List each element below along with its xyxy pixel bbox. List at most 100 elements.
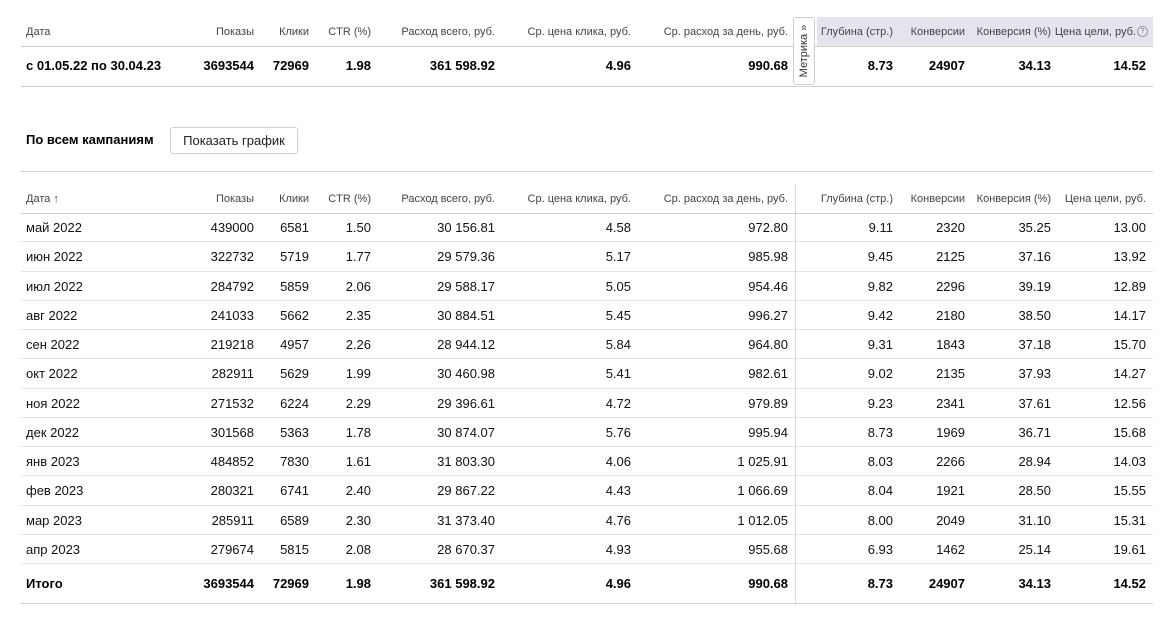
divider xyxy=(21,300,1153,301)
divider xyxy=(21,329,1153,330)
show-chart-button[interactable]: Показать график xyxy=(170,127,298,154)
divider xyxy=(21,271,1153,272)
cell-ctr: 1.61 xyxy=(345,454,371,469)
cell-conversion-rate: 37.61 xyxy=(1018,396,1051,411)
total-clicks: 72969 xyxy=(272,576,309,591)
metrika-toggle-button[interactable]: Метрика » xyxy=(793,17,815,85)
cell-conversions: 1969 xyxy=(936,425,965,440)
cell-conversion-rate: 37.16 xyxy=(1018,249,1051,264)
cell-avg-cpc: 4.93 xyxy=(605,542,631,557)
cell-depth: 9.11 xyxy=(868,220,893,235)
cell-ctr: 2.06 xyxy=(345,279,371,294)
cell-date: дек 2022 xyxy=(26,425,80,440)
cell-depth: 6.93 xyxy=(867,542,893,557)
cell-spend-total: 29 396.61 xyxy=(437,396,495,411)
table-header-goal-cost: Цена цели, руб. xyxy=(1064,193,1146,205)
column-header-conversions: Конверсии xyxy=(910,26,965,38)
summary-clicks: 72969 xyxy=(272,58,309,73)
column-header-date: Дата xyxy=(26,26,51,38)
table-header-impressions: Показы xyxy=(215,193,254,205)
total-goal-cost: 14.52 xyxy=(1113,576,1146,591)
cell-avg-cpc: 4.06 xyxy=(605,454,631,469)
cell-avg-cpc: 4.43 xyxy=(605,483,631,498)
cell-ctr: 1.78 xyxy=(345,425,371,440)
cell-date: авг 2022 xyxy=(26,308,78,323)
cell-clicks: 5662 xyxy=(280,308,309,323)
cell-conversions: 1843 xyxy=(936,337,965,352)
cell-avg-cpc: 5.45 xyxy=(605,308,631,323)
total-conversions: 24907 xyxy=(928,576,965,591)
cell-conversion-rate: 28.50 xyxy=(1018,483,1051,498)
cell-avg-daily-spend: 996.27 xyxy=(748,308,788,323)
cell-goal-cost: 14.27 xyxy=(1113,366,1146,381)
divider xyxy=(21,86,1153,87)
cell-avg-daily-spend: 1 012.05 xyxy=(737,513,788,528)
cell-conversions: 2180 xyxy=(936,308,965,323)
cell-avg-daily-spend: 954.46 xyxy=(748,279,788,294)
cell-clicks: 5719 xyxy=(280,249,309,264)
summary-avg-daily-spend: 990.68 xyxy=(748,58,788,73)
cell-avg-cpc: 4.76 xyxy=(605,513,631,528)
cell-avg-daily-spend: 1 025.91 xyxy=(737,454,788,469)
cell-depth: 9.23 xyxy=(867,396,893,411)
column-header-impressions: Показы xyxy=(215,26,254,38)
cell-depth: 9.02 xyxy=(867,366,893,381)
cell-goal-cost: 15.31 xyxy=(1113,513,1146,528)
cell-depth: 8.73 xyxy=(867,425,893,440)
cell-date: окт 2022 xyxy=(26,366,78,381)
summary-spend-total: 361 598.92 xyxy=(429,58,495,73)
cell-avg-daily-spend: 982.61 xyxy=(748,366,788,381)
divider xyxy=(21,213,1153,214)
column-header-ctr: CTR (%) xyxy=(328,26,371,38)
table-header-conversion-rate: Конверсия (%) xyxy=(976,193,1051,205)
cell-date: мар 2023 xyxy=(26,513,82,528)
cell-depth: 8.00 xyxy=(867,513,893,528)
cell-ctr: 2.40 xyxy=(345,483,371,498)
cell-avg-cpc: 5.41 xyxy=(605,366,631,381)
cell-clicks: 6224 xyxy=(280,396,309,411)
cell-spend-total: 30 460.98 xyxy=(437,366,495,381)
cell-conversion-rate: 37.18 xyxy=(1018,337,1051,352)
cell-goal-cost: 13.92 xyxy=(1113,249,1146,264)
divider xyxy=(21,603,1153,604)
cell-impressions: 241033 xyxy=(210,308,254,323)
cell-goal-cost: 15.68 xyxy=(1113,425,1146,440)
cell-date: сен 2022 xyxy=(26,337,80,352)
total-avg-cpc: 4.96 xyxy=(605,576,631,591)
table-header-date[interactable]: Дата ↑ xyxy=(26,193,59,205)
cell-avg-daily-spend: 995.94 xyxy=(748,425,788,440)
summary-conversion-rate: 34.13 xyxy=(1018,58,1051,73)
cell-clicks: 4957 xyxy=(280,337,309,352)
cell-clicks: 5859 xyxy=(280,279,309,294)
cell-impressions: 219218 xyxy=(210,337,254,352)
total-spend-total: 361 598.92 xyxy=(429,576,495,591)
cell-impressions: 285911 xyxy=(211,513,254,528)
metrika-column-divider xyxy=(795,185,796,605)
cell-clicks: 6581 xyxy=(280,220,309,235)
cell-spend-total: 30 874.07 xyxy=(437,425,495,440)
cell-conversion-rate: 35.25 xyxy=(1018,220,1051,235)
divider xyxy=(21,475,1153,476)
cell-spend-total: 28 944.12 xyxy=(437,337,495,352)
divider xyxy=(21,505,1153,506)
cell-spend-total: 29 579.36 xyxy=(437,249,495,264)
divider xyxy=(21,446,1153,447)
summary-goal-cost: 14.52 xyxy=(1113,58,1146,73)
cell-impressions: 322732 xyxy=(210,249,254,264)
help-icon[interactable]: ? xyxy=(1137,26,1148,37)
cell-ctr: 2.08 xyxy=(345,542,371,557)
cell-goal-cost: 14.03 xyxy=(1113,454,1146,469)
cell-spend-total: 30 884.51 xyxy=(437,308,495,323)
metrika-toggle-label: Метрика » xyxy=(798,24,810,78)
cell-ctr: 2.30 xyxy=(345,513,371,528)
total-avg-daily-spend: 990.68 xyxy=(748,576,788,591)
cell-impressions: 439000 xyxy=(210,220,254,235)
total-depth: 8.73 xyxy=(867,576,893,591)
cell-depth: 9.45 xyxy=(867,249,893,264)
cell-conversion-rate: 38.50 xyxy=(1018,308,1051,323)
cell-goal-cost: 13.00 xyxy=(1113,220,1146,235)
cell-date: янв 2023 xyxy=(26,454,80,469)
cell-conversion-rate: 36.71 xyxy=(1018,425,1051,440)
metrika-columns-highlight xyxy=(817,17,1153,47)
cell-conversion-rate: 25.14 xyxy=(1018,542,1051,557)
